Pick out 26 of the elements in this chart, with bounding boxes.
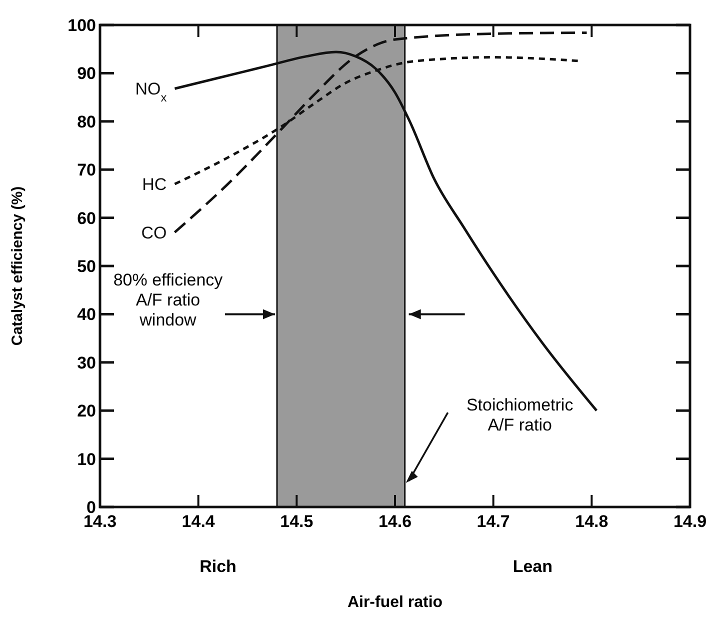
- x-tick-label: 14.9: [673, 512, 707, 531]
- series-label: HC: [142, 175, 167, 194]
- x-tick-label: 14.5: [280, 512, 314, 531]
- y-tick-label: 90: [77, 64, 96, 84]
- y-tick-label: 50: [77, 257, 96, 276]
- x-tick-label: 14.6: [378, 512, 412, 531]
- y-tick-label: 30: [77, 353, 96, 372]
- text: Rich: [200, 557, 236, 576]
- text: Lean: [512, 557, 553, 576]
- x-tick-label: 14.7: [476, 512, 510, 531]
- y-axis-title: Catalyst efficiency (%): [9, 186, 26, 346]
- x-tick-label: 14.4: [182, 512, 216, 531]
- y-tick-label: 20: [77, 402, 96, 421]
- y-tick-label: 60: [77, 208, 96, 228]
- series-label: CO: [141, 223, 167, 242]
- y-tick-label: 100: [68, 16, 96, 35]
- x-tick-label: 14.8: [575, 512, 608, 531]
- y-tick-label: 10: [77, 450, 96, 469]
- x-axis-title: Air-fuel ratio: [347, 594, 443, 611]
- series-label: NO$_{x}$: [135, 80, 167, 105]
- y-tick-label: 40: [77, 305, 96, 324]
- y-tick-label: 80: [77, 112, 96, 132]
- annotation: 80% efficiency A/F ratio window: [113, 270, 224, 330]
- x-tick-label: 14.3: [83, 512, 117, 531]
- y-tick-label: 70: [77, 160, 96, 180]
- annotation: Stoichiometric A/F ratio: [466, 396, 574, 435]
